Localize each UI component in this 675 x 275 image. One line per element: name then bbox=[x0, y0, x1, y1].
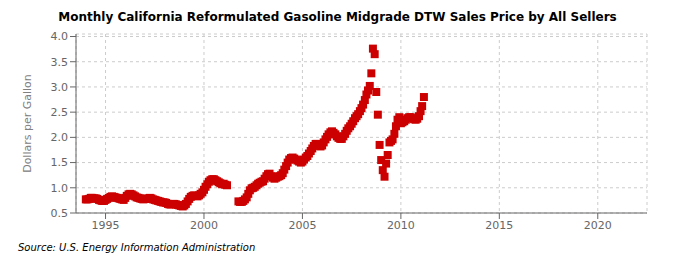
svg-text:Dollars per Gallon: Dollars per Gallon bbox=[21, 74, 34, 173]
svg-text:2.0: 2.0 bbox=[51, 131, 69, 144]
svg-text:2010: 2010 bbox=[387, 219, 415, 232]
svg-text:3.5: 3.5 bbox=[51, 56, 69, 69]
svg-text:1995: 1995 bbox=[92, 219, 120, 232]
svg-text:2000: 2000 bbox=[190, 219, 218, 232]
svg-text:2015: 2015 bbox=[485, 219, 513, 232]
svg-text:3.0: 3.0 bbox=[51, 81, 69, 94]
svg-text:4.0: 4.0 bbox=[51, 30, 69, 43]
html-text:Source: U.S. Energy Informatio: Source: U.S. Energy Information Administ… bbox=[18, 242, 256, 253]
svg-text:1.5: 1.5 bbox=[51, 156, 69, 169]
svg-text:1.0: 1.0 bbox=[51, 182, 69, 195]
svg-text:2005: 2005 bbox=[288, 219, 316, 232]
svg-text:0.5: 0.5 bbox=[51, 207, 69, 220]
svg-text:2020: 2020 bbox=[584, 219, 612, 232]
svg-text:2.5: 2.5 bbox=[51, 106, 69, 119]
html-text:Monthly California Reformulate: Monthly California Reformulated Gasoline… bbox=[58, 10, 617, 24]
